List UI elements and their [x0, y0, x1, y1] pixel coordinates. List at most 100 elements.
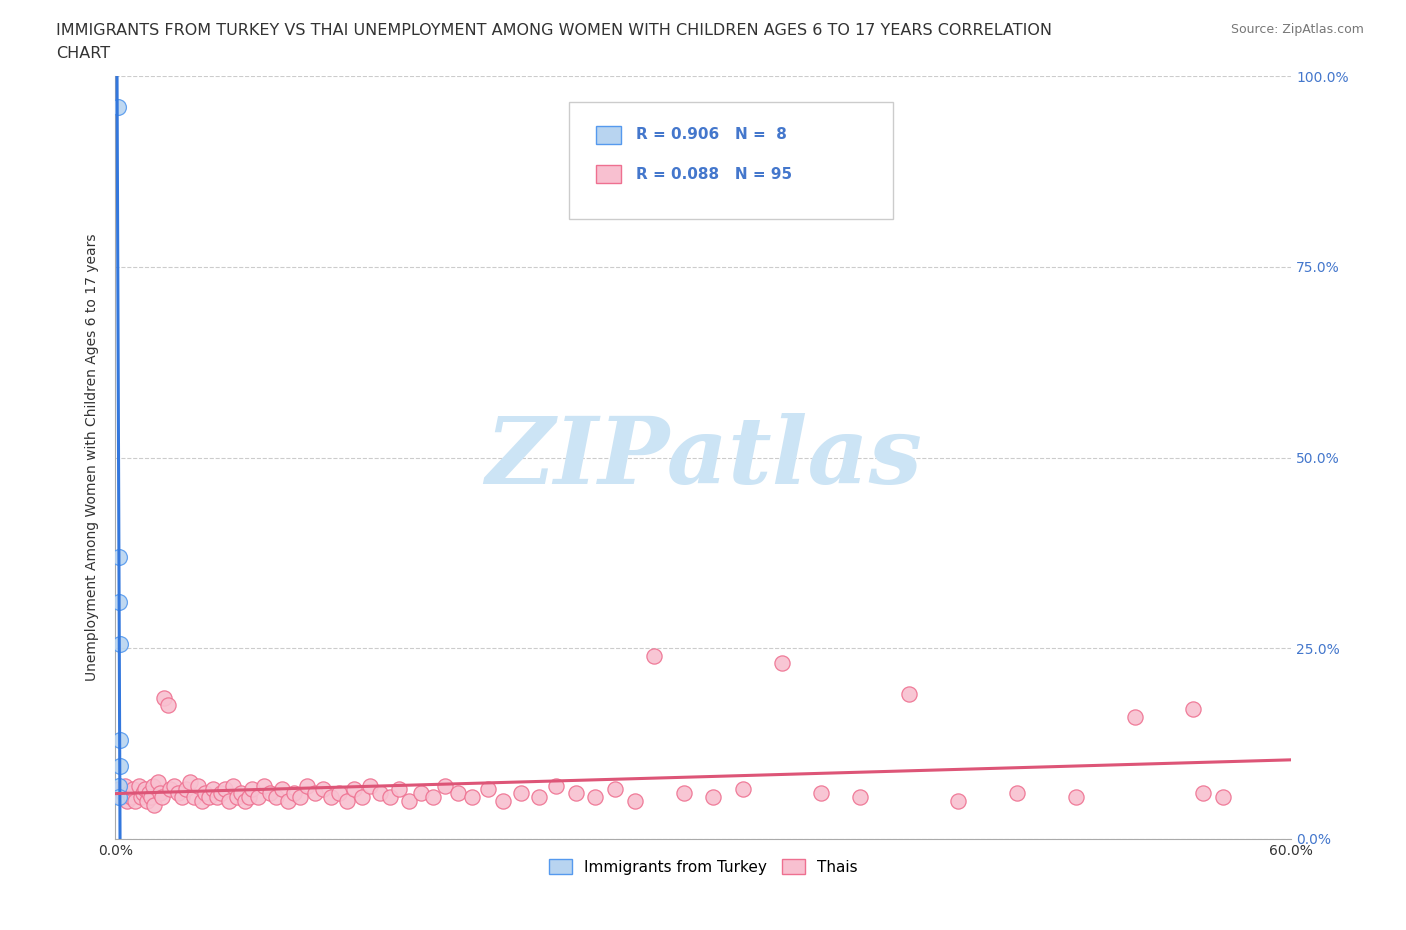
- Point: [124, 793, 146, 808]
- Point: [253, 778, 276, 793]
- Point: [194, 786, 217, 801]
- Point: [134, 782, 156, 797]
- Point: [352, 790, 374, 804]
- Point: [163, 778, 186, 793]
- Point: [122, 782, 145, 797]
- Point: [229, 786, 252, 801]
- Point: [108, 759, 131, 774]
- Point: [202, 782, 225, 797]
- Point: [546, 778, 568, 793]
- Point: [233, 793, 256, 808]
- Point: [328, 786, 350, 801]
- Point: [108, 732, 131, 747]
- Point: [112, 786, 135, 801]
- Point: [238, 790, 260, 804]
- Point: [107, 550, 129, 565]
- Point: [205, 790, 228, 804]
- Text: R = 0.906   N =  8: R = 0.906 N = 8: [636, 127, 786, 142]
- Point: [138, 786, 160, 801]
- Point: [110, 790, 132, 804]
- Point: [225, 790, 247, 804]
- Point: [477, 782, 499, 797]
- Point: [128, 778, 150, 793]
- Point: [510, 786, 533, 801]
- Point: [108, 782, 131, 797]
- Point: [946, 793, 969, 808]
- Point: [115, 793, 138, 808]
- Legend: Immigrants from Turkey, Thais: Immigrants from Turkey, Thais: [543, 853, 863, 881]
- Point: [810, 786, 832, 801]
- Point: [585, 790, 607, 804]
- Point: [108, 595, 131, 610]
- Point: [565, 786, 588, 801]
- Point: [731, 782, 754, 797]
- Point: [359, 778, 381, 793]
- Point: [108, 778, 131, 793]
- Point: [378, 790, 401, 804]
- Point: [1064, 790, 1087, 804]
- Point: [368, 786, 391, 801]
- Text: CHART: CHART: [56, 46, 110, 61]
- Point: [179, 775, 201, 790]
- Point: [183, 790, 205, 804]
- Y-axis label: Unemployment Among Women with Children Ages 6 to 17 years: Unemployment Among Women with Children A…: [86, 233, 100, 682]
- Point: [107, 100, 129, 114]
- Point: [319, 790, 342, 804]
- Point: [1212, 790, 1234, 804]
- Point: [409, 786, 432, 801]
- Point: [643, 648, 665, 663]
- Point: [672, 786, 695, 801]
- Point: [120, 790, 142, 804]
- Point: [461, 790, 484, 804]
- Point: [388, 782, 411, 797]
- Point: [1192, 786, 1215, 801]
- Text: R = 0.088   N = 95: R = 0.088 N = 95: [636, 166, 792, 181]
- Point: [270, 782, 292, 797]
- Point: [433, 778, 456, 793]
- Point: [139, 790, 162, 804]
- Text: ZIPatlas: ZIPatlas: [485, 413, 922, 502]
- Point: [283, 786, 305, 801]
- Point: [623, 793, 645, 808]
- Point: [422, 790, 444, 804]
- Point: [153, 690, 176, 705]
- Point: [132, 786, 155, 801]
- Point: [447, 786, 470, 801]
- Point: [1005, 786, 1028, 801]
- Point: [277, 793, 299, 808]
- Point: [187, 778, 209, 793]
- Point: [343, 782, 366, 797]
- Point: [603, 782, 626, 797]
- Point: [259, 786, 281, 801]
- Point: [335, 793, 357, 808]
- Point: [770, 656, 793, 671]
- Point: [492, 793, 515, 808]
- Point: [527, 790, 550, 804]
- Point: [174, 782, 197, 797]
- Point: [297, 778, 319, 793]
- Point: [222, 778, 245, 793]
- Point: [148, 775, 170, 790]
- Text: Source: ZipAtlas.com: Source: ZipAtlas.com: [1230, 23, 1364, 36]
- Point: [1182, 702, 1205, 717]
- Point: [141, 778, 163, 793]
- Point: [129, 790, 152, 804]
- Point: [214, 782, 236, 797]
- Point: [1123, 710, 1146, 724]
- Point: [150, 790, 173, 804]
- Point: [242, 782, 264, 797]
- Point: [190, 793, 212, 808]
- Point: [149, 786, 172, 801]
- Point: [167, 786, 190, 801]
- Point: [107, 790, 129, 804]
- Point: [898, 686, 921, 701]
- Point: [170, 790, 193, 804]
- Point: [118, 786, 141, 801]
- Point: [198, 790, 221, 804]
- Point: [108, 637, 131, 652]
- Point: [218, 793, 240, 808]
- Point: [157, 698, 180, 713]
- Point: [288, 790, 311, 804]
- Point: [114, 778, 136, 793]
- Text: IMMIGRANTS FROM TURKEY VS THAI UNEMPLOYMENT AMONG WOMEN WITH CHILDREN AGES 6 TO : IMMIGRANTS FROM TURKEY VS THAI UNEMPLOYM…: [56, 23, 1052, 38]
